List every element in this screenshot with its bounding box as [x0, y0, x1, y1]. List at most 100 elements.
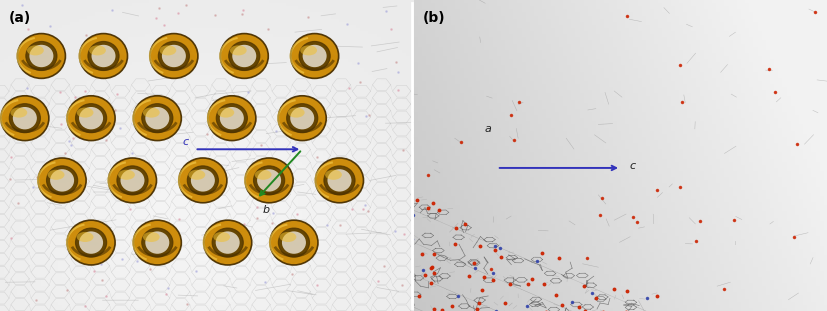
- Ellipse shape: [9, 115, 43, 125]
- Ellipse shape: [289, 116, 317, 123]
- Ellipse shape: [228, 53, 262, 63]
- Ellipse shape: [212, 228, 243, 257]
- Ellipse shape: [288, 108, 304, 118]
- Ellipse shape: [221, 52, 270, 65]
- Ellipse shape: [323, 166, 355, 195]
- Ellipse shape: [271, 238, 319, 252]
- Ellipse shape: [27, 45, 44, 55]
- Ellipse shape: [203, 220, 251, 265]
- Ellipse shape: [146, 231, 170, 254]
- Ellipse shape: [330, 179, 351, 184]
- Ellipse shape: [216, 115, 250, 125]
- Ellipse shape: [187, 177, 221, 187]
- Ellipse shape: [2, 114, 50, 128]
- Ellipse shape: [208, 96, 256, 141]
- Ellipse shape: [46, 166, 78, 195]
- Ellipse shape: [190, 178, 218, 186]
- Ellipse shape: [275, 239, 315, 250]
- Ellipse shape: [36, 55, 50, 59]
- Ellipse shape: [133, 220, 181, 265]
- Ellipse shape: [75, 228, 107, 257]
- Text: b: b: [263, 205, 270, 215]
- Ellipse shape: [300, 45, 317, 55]
- Ellipse shape: [257, 169, 281, 192]
- Ellipse shape: [151, 117, 165, 121]
- Ellipse shape: [245, 158, 293, 203]
- Ellipse shape: [30, 45, 54, 67]
- Ellipse shape: [56, 179, 70, 183]
- Ellipse shape: [141, 115, 175, 125]
- Ellipse shape: [11, 108, 27, 118]
- Ellipse shape: [43, 177, 84, 188]
- Ellipse shape: [117, 166, 148, 195]
- Ellipse shape: [138, 114, 179, 126]
- Ellipse shape: [148, 116, 169, 122]
- Ellipse shape: [189, 170, 205, 180]
- Ellipse shape: [165, 54, 185, 60]
- Ellipse shape: [278, 228, 309, 257]
- Ellipse shape: [141, 104, 173, 133]
- Ellipse shape: [286, 115, 320, 125]
- Ellipse shape: [208, 239, 249, 250]
- Ellipse shape: [288, 241, 302, 245]
- Ellipse shape: [26, 53, 60, 63]
- Ellipse shape: [278, 239, 312, 249]
- Ellipse shape: [138, 239, 179, 250]
- Ellipse shape: [94, 54, 115, 60]
- Ellipse shape: [88, 53, 122, 63]
- Ellipse shape: [79, 116, 106, 123]
- Ellipse shape: [72, 239, 112, 250]
- Ellipse shape: [222, 116, 243, 122]
- Ellipse shape: [29, 53, 56, 61]
- Ellipse shape: [325, 170, 342, 180]
- Ellipse shape: [146, 107, 170, 129]
- Ellipse shape: [216, 104, 247, 133]
- Ellipse shape: [315, 158, 363, 203]
- Ellipse shape: [283, 114, 323, 126]
- Ellipse shape: [299, 53, 332, 63]
- Ellipse shape: [50, 178, 77, 186]
- Ellipse shape: [53, 179, 74, 184]
- Ellipse shape: [134, 238, 182, 252]
- Ellipse shape: [168, 55, 182, 59]
- Ellipse shape: [213, 232, 230, 242]
- Ellipse shape: [160, 45, 176, 55]
- Ellipse shape: [302, 53, 329, 61]
- Ellipse shape: [148, 241, 169, 247]
- Ellipse shape: [75, 239, 109, 249]
- Ellipse shape: [143, 108, 160, 118]
- Ellipse shape: [19, 117, 33, 121]
- Ellipse shape: [238, 55, 252, 59]
- Ellipse shape: [215, 231, 240, 254]
- Ellipse shape: [179, 158, 227, 203]
- Ellipse shape: [26, 41, 57, 71]
- Ellipse shape: [1, 96, 49, 141]
- Ellipse shape: [91, 45, 116, 67]
- Ellipse shape: [113, 177, 154, 188]
- Ellipse shape: [290, 34, 338, 78]
- Ellipse shape: [220, 34, 268, 78]
- Ellipse shape: [40, 176, 88, 190]
- Ellipse shape: [68, 238, 116, 252]
- Ellipse shape: [204, 238, 253, 252]
- Ellipse shape: [12, 116, 40, 123]
- Ellipse shape: [50, 169, 74, 192]
- Ellipse shape: [190, 169, 215, 192]
- Ellipse shape: [67, 96, 115, 141]
- Ellipse shape: [145, 240, 172, 248]
- Ellipse shape: [151, 241, 165, 245]
- Ellipse shape: [108, 158, 156, 203]
- Ellipse shape: [117, 177, 151, 187]
- Ellipse shape: [79, 34, 127, 78]
- Ellipse shape: [281, 240, 308, 248]
- Ellipse shape: [278, 96, 326, 141]
- Ellipse shape: [230, 45, 246, 55]
- Ellipse shape: [323, 177, 357, 187]
- Text: c: c: [629, 161, 634, 171]
- Ellipse shape: [320, 177, 361, 188]
- Ellipse shape: [286, 104, 318, 133]
- Ellipse shape: [79, 107, 103, 129]
- Ellipse shape: [143, 232, 160, 242]
- Text: (b): (b): [422, 11, 444, 25]
- Ellipse shape: [155, 52, 195, 64]
